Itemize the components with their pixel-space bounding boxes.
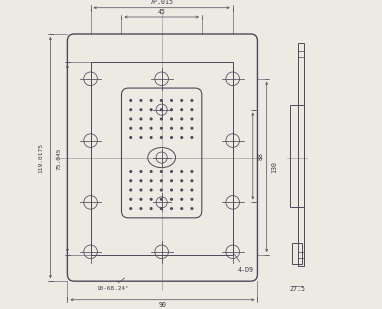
Circle shape <box>150 136 153 139</box>
Text: 27.5: 27.5 <box>290 286 306 292</box>
Circle shape <box>190 108 193 111</box>
Text: 90: 90 <box>159 302 167 308</box>
Circle shape <box>139 117 142 121</box>
Circle shape <box>180 207 183 210</box>
Text: 7P.015: 7P.015 <box>150 0 174 5</box>
Text: 130: 130 <box>272 161 277 173</box>
Circle shape <box>170 207 173 210</box>
Circle shape <box>170 198 173 201</box>
Circle shape <box>180 127 183 130</box>
Circle shape <box>150 198 153 201</box>
Circle shape <box>190 207 193 210</box>
Circle shape <box>180 179 183 182</box>
Circle shape <box>190 198 193 201</box>
Bar <box>292 243 302 264</box>
Circle shape <box>150 99 153 102</box>
Circle shape <box>129 99 132 102</box>
Circle shape <box>170 108 173 111</box>
Circle shape <box>129 170 132 173</box>
Circle shape <box>139 179 142 182</box>
Bar <box>91 62 233 255</box>
Circle shape <box>139 198 142 201</box>
Circle shape <box>170 136 173 139</box>
Circle shape <box>180 188 183 192</box>
Circle shape <box>150 117 153 121</box>
Text: 88: 88 <box>257 152 264 160</box>
Circle shape <box>129 179 132 182</box>
Circle shape <box>190 99 193 102</box>
Circle shape <box>139 108 142 111</box>
Circle shape <box>150 207 153 210</box>
Circle shape <box>150 188 153 192</box>
Circle shape <box>180 117 183 121</box>
Circle shape <box>129 108 132 111</box>
Circle shape <box>180 198 183 201</box>
Circle shape <box>129 188 132 192</box>
Circle shape <box>190 117 193 121</box>
Circle shape <box>129 117 132 121</box>
Circle shape <box>160 108 163 111</box>
Text: 45: 45 <box>158 9 166 15</box>
Text: 119.0175: 119.0175 <box>39 142 44 173</box>
Circle shape <box>139 127 142 130</box>
Circle shape <box>129 127 132 130</box>
Circle shape <box>190 170 193 173</box>
Circle shape <box>160 188 163 192</box>
Circle shape <box>170 170 173 173</box>
Circle shape <box>160 127 163 130</box>
Circle shape <box>139 136 142 139</box>
Circle shape <box>160 207 163 210</box>
Circle shape <box>160 99 163 102</box>
Text: 75.045: 75.045 <box>56 147 61 170</box>
Circle shape <box>139 170 142 173</box>
Circle shape <box>160 179 163 182</box>
FancyBboxPatch shape <box>121 88 202 218</box>
Circle shape <box>190 179 193 182</box>
FancyBboxPatch shape <box>67 34 257 281</box>
Circle shape <box>180 99 183 102</box>
Circle shape <box>129 198 132 201</box>
Circle shape <box>160 170 163 173</box>
Circle shape <box>180 108 183 111</box>
Circle shape <box>170 99 173 102</box>
Circle shape <box>129 136 132 139</box>
Circle shape <box>139 99 142 102</box>
Circle shape <box>139 188 142 192</box>
Circle shape <box>170 127 173 130</box>
Circle shape <box>190 127 193 130</box>
Circle shape <box>139 207 142 210</box>
Bar <box>298 43 304 266</box>
Circle shape <box>180 136 183 139</box>
Text: 4-D9: 4-D9 <box>234 254 253 273</box>
Circle shape <box>150 108 153 111</box>
Circle shape <box>170 179 173 182</box>
Circle shape <box>150 170 153 173</box>
Circle shape <box>160 136 163 139</box>
Circle shape <box>170 188 173 192</box>
Circle shape <box>170 117 173 121</box>
Circle shape <box>150 179 153 182</box>
Circle shape <box>190 136 193 139</box>
Bar <box>290 105 304 207</box>
Circle shape <box>190 188 193 192</box>
Circle shape <box>160 198 163 201</box>
Circle shape <box>160 117 163 121</box>
Circle shape <box>180 170 183 173</box>
Text: 10-68.24°: 10-68.24° <box>96 286 128 291</box>
Circle shape <box>129 207 132 210</box>
Circle shape <box>150 127 153 130</box>
